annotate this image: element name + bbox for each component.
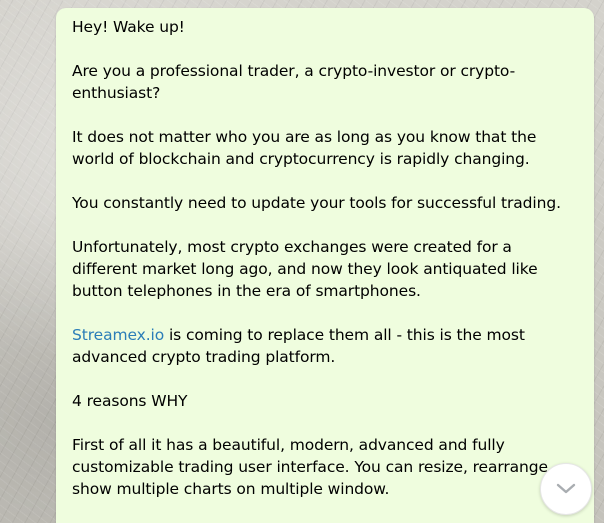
message-paragraph-interface: First of all it has a beautiful, modern,… [72,436,553,498]
message-paragraph-tools: You constantly need to update your tools… [72,194,561,212]
message-paragraph-world: It does not matter who you are as long a… [72,128,537,168]
chevron-down-icon [555,482,577,496]
scroll-to-bottom-button[interactable] [540,463,592,515]
streamex-link[interactable]: Streamex.io [72,326,165,344]
message-paragraph-reasons: 4 reasons WHY [72,392,188,410]
message-paragraph-question: Are you a professional trader, a crypto-… [72,62,516,102]
message-paragraph-streamex: Streamex.io is coming to replace them al… [72,324,578,368]
message-paragraph-greeting: Hey! Wake up! [72,18,185,36]
message-paragraph-exchanges: Unfortunately, most crypto exchanges wer… [72,238,538,300]
message-bubble: Hey! Wake up! Are you a professional tra… [56,8,594,523]
streamex-description: is coming to replace them all - this is … [72,326,525,366]
